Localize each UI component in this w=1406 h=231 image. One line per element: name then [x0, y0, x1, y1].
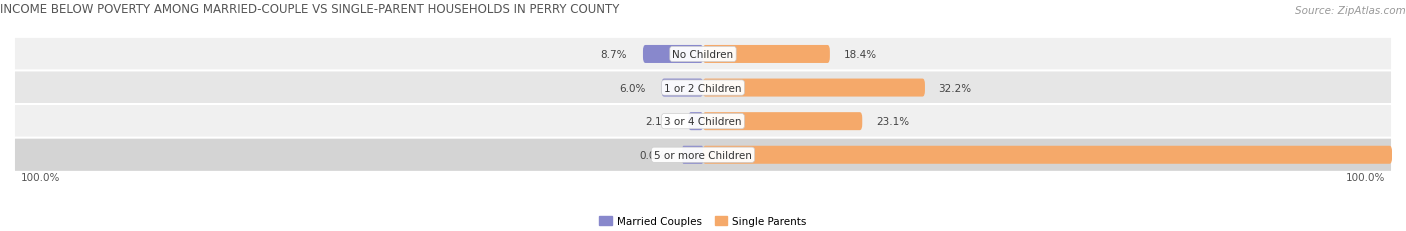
FancyBboxPatch shape — [682, 146, 703, 164]
FancyBboxPatch shape — [14, 105, 1392, 139]
Text: 18.4%: 18.4% — [844, 50, 877, 60]
Text: 5 or more Children: 5 or more Children — [654, 150, 752, 160]
FancyBboxPatch shape — [14, 138, 1392, 172]
FancyBboxPatch shape — [14, 71, 1392, 105]
FancyBboxPatch shape — [14, 38, 1392, 72]
FancyBboxPatch shape — [643, 46, 703, 64]
FancyBboxPatch shape — [703, 113, 862, 131]
Text: 2.1%: 2.1% — [645, 117, 672, 127]
Text: 6.0%: 6.0% — [619, 83, 645, 93]
FancyBboxPatch shape — [703, 79, 925, 97]
FancyBboxPatch shape — [703, 146, 1392, 164]
Text: INCOME BELOW POVERTY AMONG MARRIED-COUPLE VS SINGLE-PARENT HOUSEHOLDS IN PERRY C: INCOME BELOW POVERTY AMONG MARRIED-COUPL… — [0, 3, 620, 16]
FancyBboxPatch shape — [703, 46, 830, 64]
Text: 3 or 4 Children: 3 or 4 Children — [664, 117, 742, 127]
Text: Source: ZipAtlas.com: Source: ZipAtlas.com — [1295, 6, 1406, 16]
FancyBboxPatch shape — [662, 79, 703, 97]
Text: No Children: No Children — [672, 50, 734, 60]
Text: 100.0%: 100.0% — [21, 172, 60, 182]
Text: 0.0%: 0.0% — [640, 150, 666, 160]
Text: 1 or 2 Children: 1 or 2 Children — [664, 83, 742, 93]
Text: 23.1%: 23.1% — [876, 117, 910, 127]
Legend: Married Couples, Single Parents: Married Couples, Single Parents — [595, 212, 811, 230]
Text: 32.2%: 32.2% — [939, 83, 972, 93]
FancyBboxPatch shape — [689, 113, 703, 131]
Text: 100.0%: 100.0% — [1346, 172, 1385, 182]
Text: 8.7%: 8.7% — [600, 50, 627, 60]
